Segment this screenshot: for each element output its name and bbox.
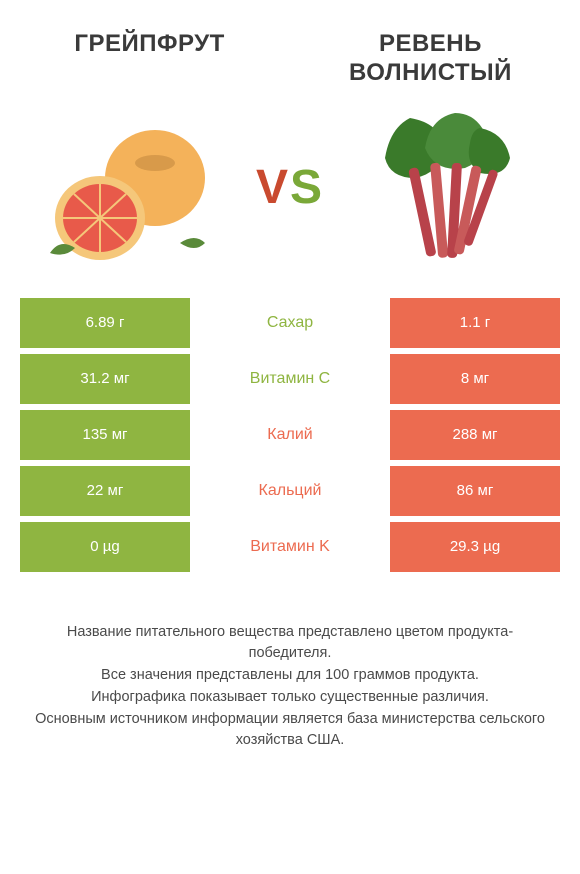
left-value-cell: 31.2 мг xyxy=(20,354,190,404)
vs-label: VS xyxy=(256,160,324,215)
nutrient-row: 22 мгКальций86 мг xyxy=(20,466,560,516)
left-value-cell: 0 µg xyxy=(20,522,190,572)
rhubarb-image xyxy=(360,108,540,268)
title-right: РЕВЕНЬ ВОЛНИСТЫЙ xyxy=(301,30,560,88)
left-value-cell: 22 мг xyxy=(20,466,190,516)
footer-line: Все значения представлены для 100 граммо… xyxy=(30,665,550,687)
right-value-cell: 29.3 µg xyxy=(390,522,560,572)
left-value-cell: 135 мг xyxy=(20,410,190,460)
footer-line: Инфографика показывает только существенн… xyxy=(30,687,550,709)
nutrient-name: Витамин C xyxy=(190,354,390,404)
nutrient-name: Витамин K xyxy=(190,522,390,572)
footer-line: Название питательного вещества представл… xyxy=(30,622,550,666)
right-value-cell: 1.1 г xyxy=(390,298,560,348)
titles-row: ГРЕЙПФРУТ РЕВЕНЬ ВОЛНИСТЫЙ xyxy=(20,30,560,88)
nutrient-row: 135 мгКалий288 мг xyxy=(20,410,560,460)
nutrient-name: Калий xyxy=(190,410,390,460)
nutrient-row: 0 µgВитамин K29.3 µg xyxy=(20,522,560,572)
footer-line: Основным источником информации является … xyxy=(30,709,550,753)
nutrient-name: Сахар xyxy=(190,298,390,348)
right-value-cell: 86 мг xyxy=(390,466,560,516)
vs-v: V xyxy=(256,161,290,214)
hero-row: VS xyxy=(20,108,560,268)
left-value-cell: 6.89 г xyxy=(20,298,190,348)
title-left: ГРЕЙПФРУТ xyxy=(20,30,279,88)
footer-text: Название питательного вещества представл… xyxy=(20,622,560,753)
vs-s: S xyxy=(290,161,324,214)
nutrient-rows: 6.89 гСахар1.1 г 31.2 мгВитамин C8 мг 135 … xyxy=(20,298,560,572)
right-value-cell: 288 мг xyxy=(390,410,560,460)
nutrient-row: 6.89 гСахар1.1 г xyxy=(20,298,560,348)
nutrient-row: 31.2 мгВитамин C8 мг xyxy=(20,354,560,404)
right-value-cell: 8 мг xyxy=(390,354,560,404)
grapefruit-image xyxy=(40,108,220,268)
nutrient-name: Кальций xyxy=(190,466,390,516)
